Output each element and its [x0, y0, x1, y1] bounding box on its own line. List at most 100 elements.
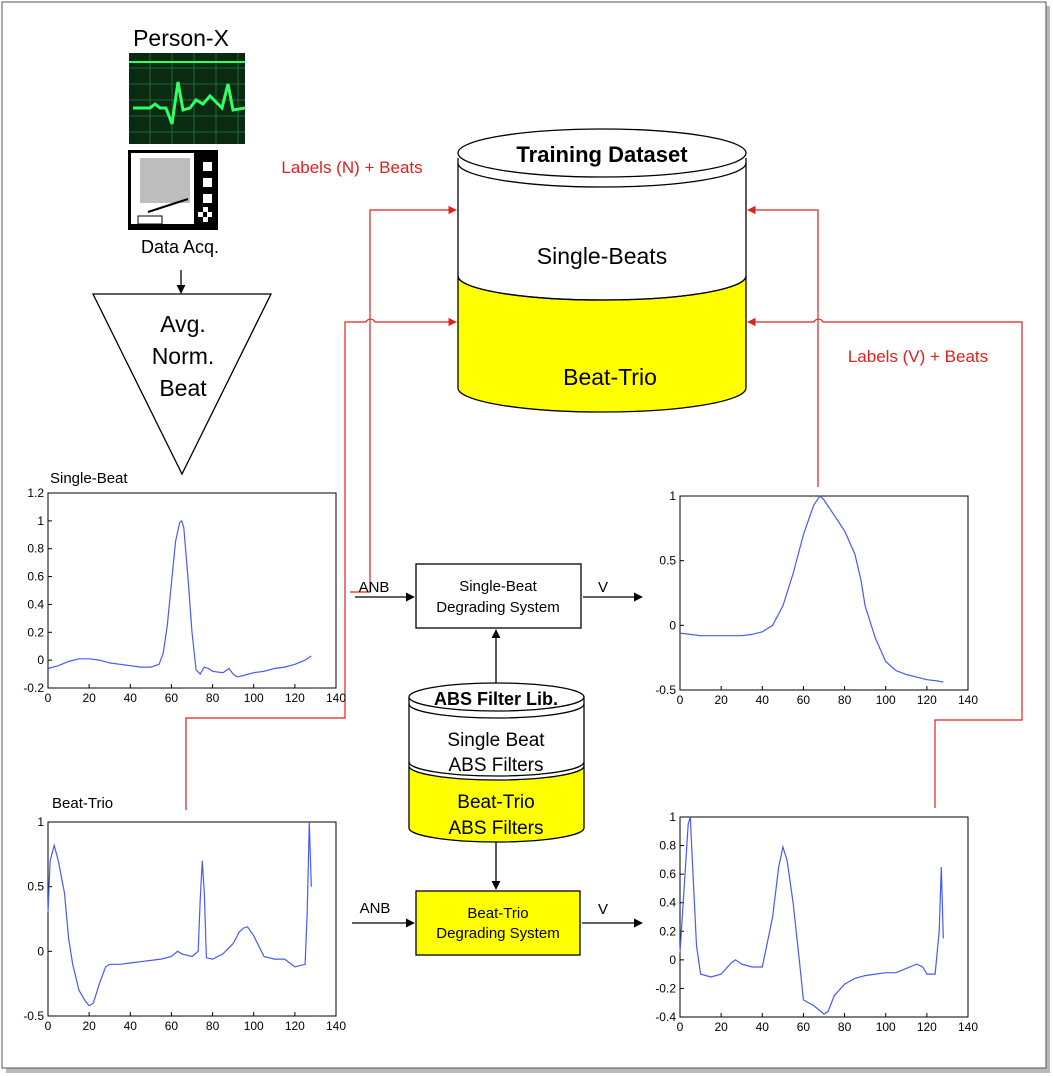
y-tick-label: -0.5 [655, 683, 676, 697]
plot-title: Beat-Trio [52, 795, 113, 812]
training-dataset-cylinder [457, 128, 747, 413]
y-tick-label: 0.6 [27, 570, 44, 584]
x-tick-label: 60 [165, 1019, 179, 1033]
data-acq-label: Data Acq. [141, 237, 219, 257]
y-tick-label: 1 [37, 815, 44, 829]
normal-feedback-lines [185, 205, 457, 810]
abs-filter-lib-cylinder [408, 682, 585, 843]
triangle-line-3: Beat [159, 375, 207, 401]
plot-axes-frame [47, 821, 337, 1017]
trio-system-line-2: Degrading System [436, 925, 559, 942]
beat-trio-output-plot: 0 20 40 60 80 100 120 140 -0.4 -0.2 0 0.2 0.4 0.6 0.8 1 [655, 810, 978, 1034]
x-tick-label: 60 [165, 691, 179, 705]
abnormal-feedback-lines [747, 205, 1023, 808]
x-tick-label: 60 [797, 1020, 811, 1034]
x-tick-label: 140 [958, 1020, 978, 1034]
y-tick-label: 0.8 [659, 839, 676, 853]
x-tick-label: 0 [45, 1019, 52, 1033]
avg-norm-beat-triangle [91, 293, 273, 476]
anb-trio-label: ANB [360, 900, 391, 917]
y-tick-label: -0.4 [655, 1010, 676, 1024]
y-tick-label: 0 [37, 653, 44, 667]
x-tick-label: 140 [958, 693, 978, 707]
x-tick-label: 120 [917, 1020, 937, 1034]
y-tick-label: 0.2 [659, 924, 676, 938]
filter-single-line-1: Single Beat [447, 730, 545, 751]
y-tick-label: 0 [669, 618, 676, 632]
filter-trio-line-2: ABS Filters [448, 818, 543, 839]
triangle-line-1: Avg. [160, 311, 206, 337]
y-tick-label: -0.2 [655, 981, 676, 995]
training-dataset-title: Training Dataset [516, 142, 688, 167]
x-tick-label: 80 [838, 693, 852, 707]
y-tick-label: 0.8 [27, 542, 44, 556]
y-tick-label: -0.2 [23, 681, 44, 695]
series-line [679, 816, 944, 1015]
x-tick-label: 100 [244, 691, 264, 705]
triangle-line-2: Norm. [152, 343, 215, 369]
y-tick-label: 0.5 [659, 554, 676, 568]
data-acquisition-device-icon [128, 150, 218, 230]
x-tick-label: 40 [756, 693, 770, 707]
x-tick-label: 120 [917, 693, 937, 707]
y-tick-label: 1.2 [27, 486, 44, 500]
series-line [47, 519, 312, 678]
y-tick-label: 0 [669, 953, 676, 967]
x-tick-label: 0 [45, 691, 52, 705]
x-tick-label: 40 [124, 1019, 138, 1033]
single-beat-output-plot: 0 20 40 60 80 100 120 140-0.500.51 [655, 489, 978, 707]
labels-n-beats: Labels (N) + Beats [281, 158, 422, 177]
x-tick-label: 20 [82, 691, 96, 705]
y-tick-label: 1 [669, 810, 676, 824]
y-tick-label: 0.4 [659, 896, 676, 910]
y-tick-label: 0.6 [659, 867, 676, 881]
x-tick-label: 40 [756, 1020, 770, 1034]
v-single-label: V [598, 579, 608, 596]
plot-axes-frame [679, 816, 969, 1018]
y-tick-label: 1 [669, 489, 676, 503]
v-trio-label: V [598, 901, 608, 918]
x-tick-label: 100 [244, 1019, 264, 1033]
filter-trio-line-1: Beat-Trio [457, 792, 534, 813]
x-tick-label: 80 [206, 691, 220, 705]
series-line [47, 821, 312, 1007]
x-tick-label: 100 [876, 693, 896, 707]
dataset-single-beats-label: Single-Beats [537, 243, 667, 269]
labels-v-beats: Labels (V) + Beats [848, 347, 988, 366]
x-tick-label: 140 [326, 1019, 346, 1033]
x-tick-label: 20 [714, 1020, 728, 1034]
single-system-line-1: Single-Beat [459, 578, 537, 595]
series-line [679, 495, 944, 683]
plot-title: Single-Beat [50, 470, 128, 487]
plot-axes-frame [679, 495, 969, 691]
x-tick-label: 120 [285, 691, 305, 705]
x-tick-label: 80 [838, 1020, 852, 1034]
y-tick-label: 1 [37, 514, 44, 528]
x-tick-label: 100 [876, 1020, 896, 1034]
y-tick-label: 0.4 [27, 597, 44, 611]
single-system-line-2: Degrading System [436, 599, 559, 616]
person-label: Person-X [133, 25, 229, 51]
single-beat-degrading-system [415, 563, 582, 629]
anb-single-label: ANB [359, 579, 390, 596]
x-tick-label: 20 [82, 1019, 96, 1033]
x-tick-label: 40 [124, 691, 138, 705]
abs-filter-lib-title: ABS Filter Lib. [434, 689, 558, 709]
x-tick-label: 60 [797, 693, 811, 707]
y-tick-label: 0.5 [27, 880, 44, 894]
x-tick-label: 20 [714, 693, 728, 707]
x-tick-label: 140 [326, 691, 346, 705]
ecg-monitor-icon [129, 53, 246, 144]
y-tick-label: 0.2 [27, 625, 44, 639]
trio-system-line-1: Beat-Trio [467, 905, 528, 922]
x-tick-label: 0 [677, 693, 684, 707]
y-tick-label: 0 [37, 944, 44, 958]
x-tick-label: 0 [677, 1020, 684, 1034]
dataset-beat-trio-label: Beat-Trio [563, 364, 657, 390]
plot-axes-frame [47, 492, 337, 689]
filter-single-line-2: ABS Filters [448, 755, 543, 776]
x-tick-label: 80 [206, 1019, 220, 1033]
beat-trio-degrading-system [415, 890, 581, 956]
